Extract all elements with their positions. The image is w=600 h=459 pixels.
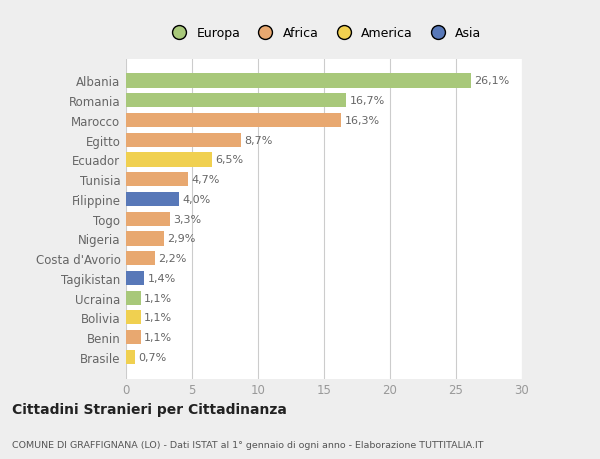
Bar	[126, 192, 179, 207]
Bar	[126, 311, 140, 325]
Text: 2,2%: 2,2%	[158, 253, 187, 263]
Text: 1,1%: 1,1%	[144, 313, 172, 323]
Bar	[126, 133, 241, 147]
Text: 26,1%: 26,1%	[474, 76, 509, 86]
Bar	[126, 252, 155, 266]
Text: 1,1%: 1,1%	[144, 332, 172, 342]
Bar	[126, 271, 145, 285]
Text: 4,0%: 4,0%	[182, 195, 211, 204]
Bar	[126, 113, 341, 128]
Text: 2,9%: 2,9%	[167, 234, 196, 244]
Bar	[126, 291, 140, 305]
Text: 8,7%: 8,7%	[244, 135, 272, 146]
Text: 1,4%: 1,4%	[148, 273, 176, 283]
Text: 16,3%: 16,3%	[344, 116, 380, 126]
Text: 4,7%: 4,7%	[191, 175, 220, 185]
Bar	[126, 173, 188, 187]
Bar	[126, 212, 170, 226]
Text: Cittadini Stranieri per Cittadinanza: Cittadini Stranieri per Cittadinanza	[12, 402, 287, 416]
Text: 16,7%: 16,7%	[350, 96, 385, 106]
Bar	[126, 153, 212, 167]
Text: 3,3%: 3,3%	[173, 214, 201, 224]
Text: 6,5%: 6,5%	[215, 155, 243, 165]
Bar	[126, 350, 135, 364]
Bar	[126, 74, 470, 88]
Bar	[126, 94, 346, 108]
Text: 1,1%: 1,1%	[144, 293, 172, 303]
Text: 0,7%: 0,7%	[139, 352, 167, 362]
Bar	[126, 232, 164, 246]
Bar	[126, 330, 140, 344]
Text: COMUNE DI GRAFFIGNANA (LO) - Dati ISTAT al 1° gennaio di ogni anno - Elaborazion: COMUNE DI GRAFFIGNANA (LO) - Dati ISTAT …	[12, 441, 484, 449]
Legend: Europa, Africa, America, Asia: Europa, Africa, America, Asia	[164, 24, 484, 42]
